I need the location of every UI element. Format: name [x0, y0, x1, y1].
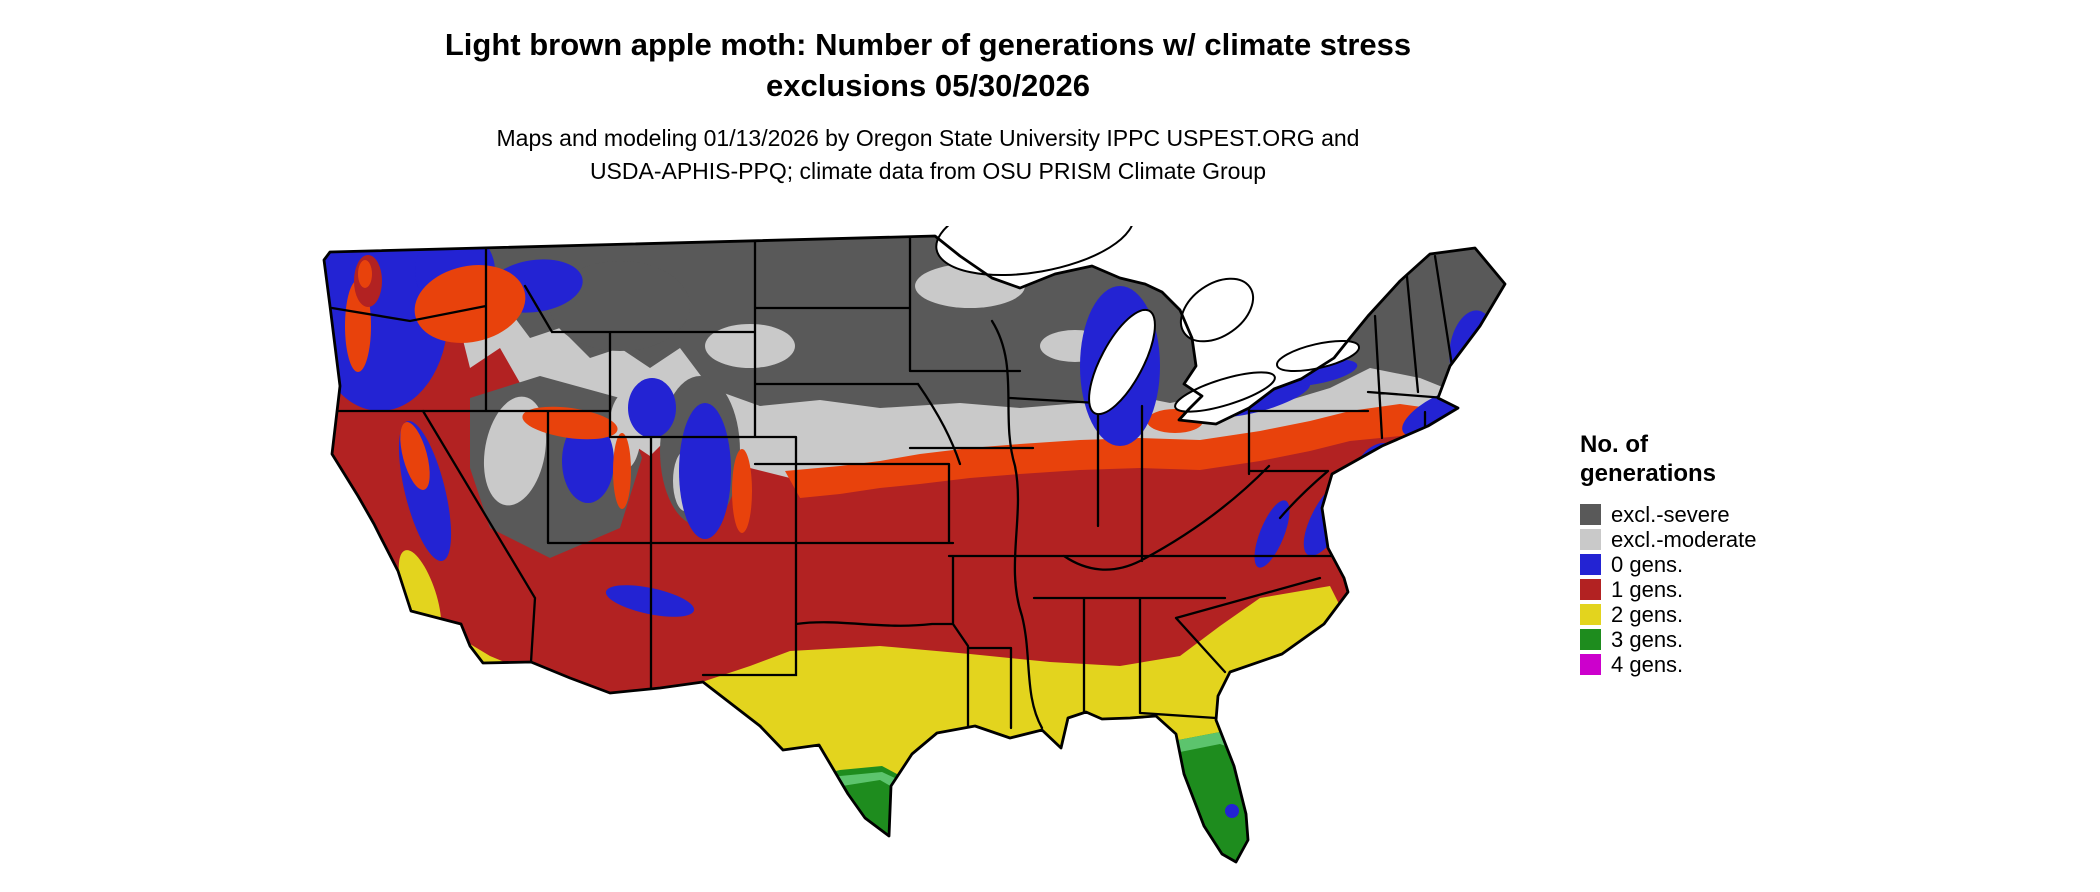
- lake-erie: [1174, 371, 1276, 413]
- us-map-svg: [322, 226, 1507, 886]
- legend-label: 0 gens.: [1611, 552, 1684, 577]
- legend-swatch: [1580, 654, 1601, 675]
- legend-title-line-2: generations: [1580, 460, 1717, 487]
- lake-superior: [935, 226, 1135, 277]
- page-subtitle: Maps and modeling 01/13/2026 by Oregon S…: [0, 122, 1856, 188]
- legend-title-line-1: No. of: [1580, 431, 1648, 458]
- legend-items: excl.-severe excl.-moderate 0 gens. 1 ge…: [1580, 502, 1757, 677]
- legend-label: 3 gens.: [1611, 627, 1684, 652]
- legend-item-0-gens: 0 gens.: [1580, 552, 1757, 577]
- legend-item-excl-moderate: excl.-moderate: [1580, 527, 1757, 552]
- subtitle-line-2: USDA-APHIS-PPQ; climate data from OSU PR…: [589, 158, 1267, 184]
- legend-label: excl.-moderate: [1611, 527, 1757, 552]
- map-layer-4gens: [1201, 870, 1240, 886]
- map-mottle: [705, 324, 795, 368]
- page-title: Light brown apple moth: Number of genera…: [0, 24, 1856, 106]
- legend-label: 1 gens.: [1611, 577, 1684, 602]
- lake-huron: [1179, 277, 1255, 343]
- legend-swatch: [1580, 529, 1601, 550]
- map-layer-west-orange: [345, 255, 752, 533]
- legend-label: excl.-severe: [1611, 502, 1730, 527]
- legend-item-3-gens: 3 gens.: [1580, 627, 1757, 652]
- legend-swatch: [1580, 579, 1601, 600]
- map-fill-layers: [324, 236, 1505, 886]
- legend: No. of generations excl.-severe excl.-mo…: [1580, 430, 1757, 677]
- map-patch-montana: [550, 261, 690, 351]
- legend-label: 4 gens.: [1611, 652, 1684, 677]
- legend-title: No. of generations: [1580, 430, 1757, 488]
- legend-label: 2 gens.: [1611, 602, 1684, 627]
- map-lake-okeechobee: [1225, 804, 1239, 818]
- legend-item-1-gens: 1 gens.: [1580, 577, 1757, 602]
- legend-item-excl-severe: excl.-severe: [1580, 502, 1757, 527]
- legend-swatch: [1580, 629, 1601, 650]
- legend-swatch: [1580, 504, 1601, 525]
- legend-item-2-gens: 2 gens.: [1580, 602, 1757, 627]
- subtitle-line-1: Maps and modeling 01/13/2026 by Oregon S…: [496, 125, 1360, 151]
- title-line-1: Light brown apple moth: Number of genera…: [444, 27, 1412, 62]
- legend-item-4-gens: 4 gens.: [1580, 652, 1757, 677]
- title-line-2: exclusions 05/30/2026: [765, 68, 1090, 103]
- us-outline: [322, 234, 1507, 864]
- legend-swatch: [1580, 554, 1601, 575]
- us-distribution-map: [320, 226, 1520, 886]
- lake-michigan: [1088, 308, 1156, 416]
- map-layer-transition: [785, 404, 1483, 498]
- state-borders: [330, 236, 1454, 730]
- great-lakes: [935, 226, 1361, 416]
- legend-swatch: [1580, 604, 1601, 625]
